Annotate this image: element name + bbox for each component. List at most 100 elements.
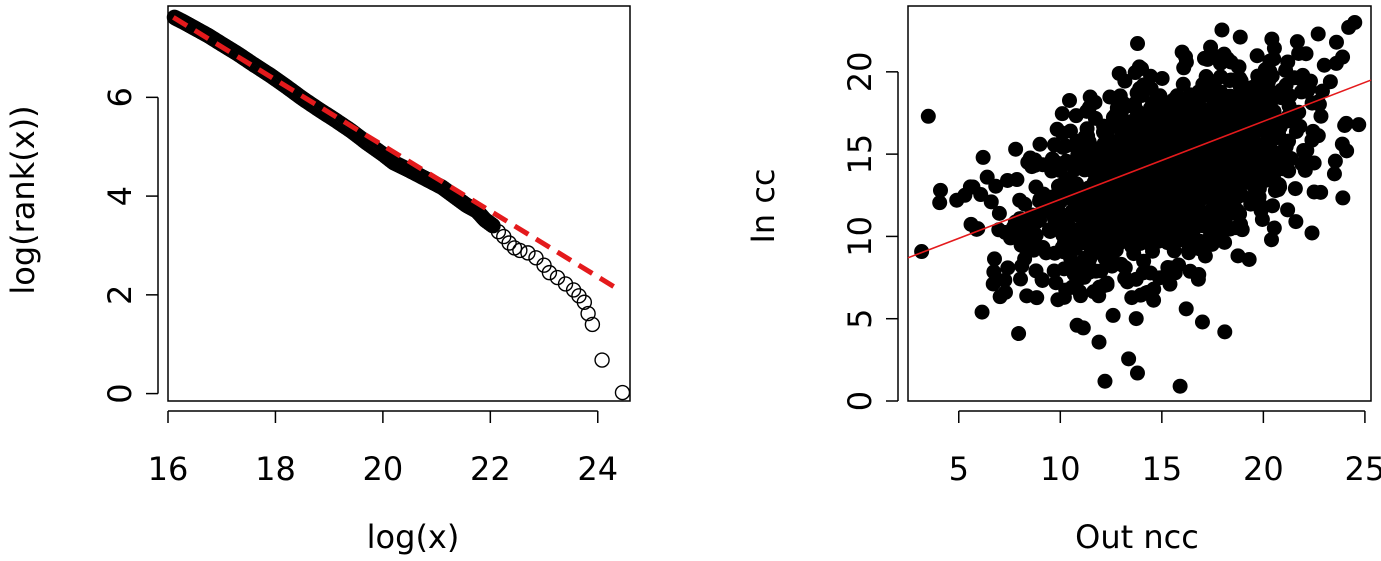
scatter-point [580, 305, 596, 322]
scatter-point [1313, 108, 1329, 124]
scatter-point [1085, 182, 1101, 198]
x-tick-label: 15 [1141, 450, 1182, 488]
scatter-point [1143, 179, 1159, 195]
scatter-point [1008, 141, 1024, 157]
scatter-point [1125, 159, 1141, 175]
scatter-point [1121, 351, 1137, 367]
scatter-point [1253, 203, 1269, 219]
scatter-point [1044, 202, 1060, 218]
left-plot-box [167, 5, 631, 402]
scatter-point [1265, 198, 1281, 214]
right-points [920, 14, 1363, 394]
scatter-point [1128, 311, 1144, 327]
scatter-point [1130, 36, 1146, 52]
scatter-point [1294, 156, 1310, 172]
scatter-point [1306, 184, 1322, 200]
scatter-point [1219, 100, 1235, 116]
scatter-point [1288, 214, 1304, 230]
scatter-point [1339, 143, 1355, 159]
scatter-point [1247, 189, 1263, 205]
scatter-point [1014, 258, 1030, 274]
scatter-point [1127, 239, 1143, 255]
scatter-point [1144, 236, 1160, 252]
left-x-axis: 16 18 20 22 24 [148, 410, 618, 488]
scatter-point [1241, 251, 1257, 267]
y-tick-label: 2 [101, 285, 139, 305]
scatter-point [1310, 26, 1326, 42]
right-plot: 5 10 15 20 25 0 5 10 15 20 Out ncc In cc [744, 5, 1381, 556]
scatter-point [1166, 243, 1182, 259]
scatter-point [1083, 245, 1099, 261]
right-y-axis-label: In cc [744, 168, 782, 243]
scatter-point [1131, 129, 1147, 145]
left-x-axis-label: log(x) [367, 518, 460, 556]
scatter-point [1289, 34, 1305, 50]
scatter-point [1298, 46, 1314, 62]
scatter-point [1304, 225, 1320, 241]
x-tick-label: 16 [148, 450, 189, 488]
y-tick-label: 5 [841, 309, 879, 329]
scatter-point [1136, 77, 1152, 93]
scatter-point [1077, 162, 1093, 178]
scatter-point [1095, 207, 1111, 223]
scatter-point [1052, 163, 1068, 179]
scatter-point [1011, 326, 1027, 342]
scatter-point [1069, 176, 1085, 192]
scatter-point [584, 316, 601, 333]
scatter-point [528, 250, 544, 266]
scatter-point [1166, 227, 1182, 243]
x-tick-label: 5 [949, 450, 969, 488]
right-y-axis: 0 5 10 15 20 [841, 51, 899, 411]
scatter-point [484, 217, 501, 233]
scatter-point [1347, 14, 1363, 30]
scatter-point [1086, 284, 1102, 300]
scatter-point [1351, 117, 1367, 133]
scatter-point [1042, 223, 1058, 239]
scatter-point [1170, 116, 1186, 132]
y-tick-label: 4 [101, 186, 139, 206]
x-tick-label: 10 [1040, 450, 1081, 488]
scatter-point [1073, 288, 1089, 304]
x-tick-label: 20 [363, 450, 404, 488]
scatter-point [1249, 144, 1265, 160]
scatter-point [1146, 281, 1162, 297]
scatter-point [991, 205, 1007, 221]
scatter-point [1287, 181, 1303, 197]
scatter-point [997, 284, 1013, 300]
scatter-point [1000, 172, 1016, 188]
scatter-point [1060, 237, 1076, 253]
scatter-point [1264, 31, 1280, 47]
scatter-point [1274, 144, 1290, 160]
scatter-point [1092, 221, 1108, 237]
scatter-point [914, 244, 930, 260]
scatter-point [1056, 289, 1072, 305]
scatter-point [1020, 154, 1036, 170]
scatter-point [1200, 51, 1216, 67]
scatter-point [1194, 314, 1210, 330]
scatter-point [1292, 118, 1308, 134]
scatter-point [1075, 227, 1091, 243]
scatter-point [1176, 182, 1192, 198]
scatter-point [1214, 22, 1230, 38]
scatter-point [932, 195, 948, 211]
scatter-point [1316, 57, 1332, 73]
scatter-point [1075, 320, 1091, 336]
scatter-point [1335, 49, 1351, 65]
scatter-point [1255, 67, 1271, 83]
scatter-point [1151, 101, 1167, 117]
scatter-point [1032, 136, 1048, 152]
scatter-point [1305, 123, 1321, 139]
scatter-point [512, 242, 528, 259]
scatter-point [1263, 232, 1279, 248]
scatter-point [1232, 70, 1248, 86]
y-tick-label: 6 [101, 87, 139, 107]
scatter-point [1292, 70, 1308, 86]
y-tick-label: 15 [841, 134, 879, 175]
scatter-point [1154, 118, 1170, 134]
scatter-point [1099, 275, 1115, 291]
scatter-point [1328, 34, 1344, 50]
scatter-point [986, 251, 1002, 267]
scatter-point [1195, 76, 1211, 92]
scatter-point [1119, 202, 1135, 218]
